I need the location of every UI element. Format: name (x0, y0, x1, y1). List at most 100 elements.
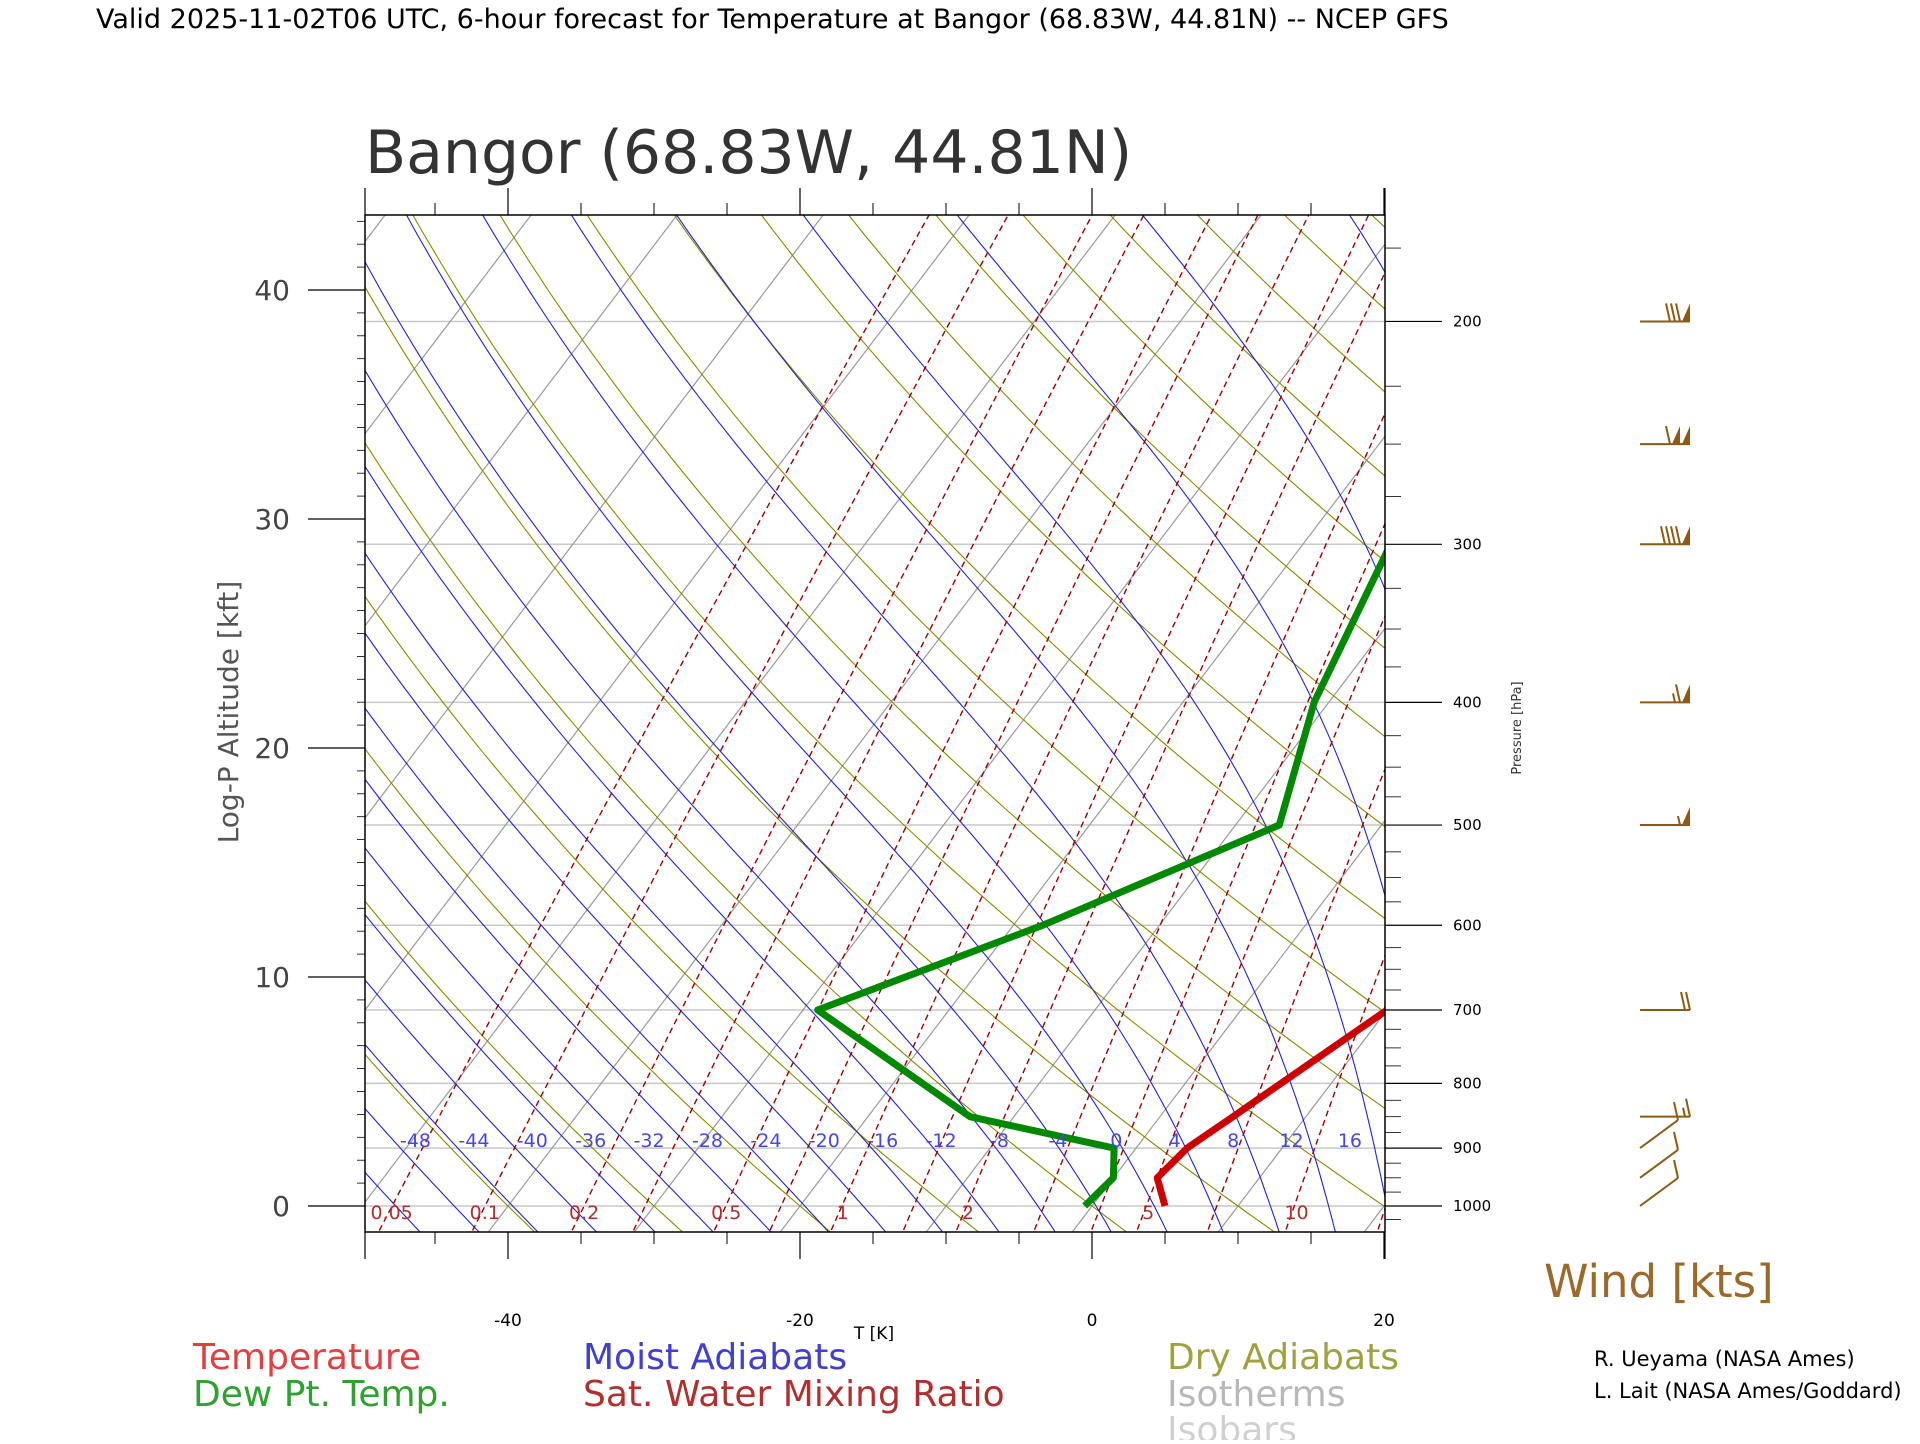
plot-title: Bangor (68.83W, 44.81N) (365, 118, 1132, 188)
moist-adiabat (365, 260, 1112, 1232)
wind-barb-pennant (1682, 807, 1690, 826)
moist-adiabat (365, 778, 772, 1232)
mixing-ratio-line (1135, 614, 1385, 1232)
dry-adiabat (1612, 125, 1920, 1248)
left-axis-label: Log-P Altitude [kft] (212, 581, 245, 844)
wind-barb (1639, 1101, 1679, 1149)
mixing-ratio-line (1538, 125, 1920, 1248)
wind-barb-feather (1673, 1159, 1679, 1179)
legend-isobars: Isobars (1167, 1410, 1297, 1440)
moist-adiabat (365, 1107, 480, 1232)
wind-barb-staff (1639, 1149, 1679, 1179)
wind-barb-feather (1660, 526, 1666, 545)
wind-barb-feather (1685, 1098, 1691, 1117)
wind-barb-pennant (1672, 426, 1680, 445)
moist-adiabat (802, 215, 1385, 1200)
mixing-ratio-line (570, 215, 1093, 1232)
mixing-ratio-line (1284, 953, 1385, 1232)
moist-adiabat-label: -36 (575, 1130, 606, 1152)
mixing-ratio-line (1206, 767, 1385, 1232)
bottom-axis-label: T [K] (853, 1324, 894, 1344)
wind-barb-pennant (1682, 684, 1690, 703)
right-tick-label: 700 (1453, 1001, 1482, 1019)
isotherm-line (365, 215, 1116, 1204)
wind-barb-staff (1639, 1119, 1679, 1149)
mixing-ratio-line (1440, 125, 1847, 1248)
moist-adiabat-label: -24 (750, 1130, 781, 1152)
isotherm-line (1363, 1203, 1385, 1232)
moist-adiabat-label: -48 (400, 1130, 431, 1152)
mixing-ratio-label: 2 (962, 1202, 974, 1224)
wind-barb (1640, 807, 1690, 827)
moist-adiabat (365, 369, 1056, 1232)
wind-barb-feather (1675, 303, 1681, 322)
moist-adiabat (1141, 215, 1385, 591)
moist-adiabat-label: -28 (692, 1130, 723, 1152)
dry-adiabat (1862, 125, 1920, 1248)
bottom-tick-label: 20 (1373, 1311, 1395, 1331)
legend-isotherms: Isotherms (1167, 1374, 1345, 1415)
wind-barb (1640, 684, 1690, 704)
dry-adiabat (365, 595, 980, 1232)
wind-barb-staff (1639, 1177, 1679, 1207)
right-tick-label: 400 (1453, 693, 1482, 711)
wind-barb (1639, 1131, 1679, 1179)
moist-adiabat-label: -40 (517, 1130, 548, 1152)
mixing-ratio-line (632, 215, 1145, 1232)
dry-adiabat (365, 900, 684, 1232)
wind-barb-feather (1675, 526, 1681, 545)
dry-adiabat (365, 285, 1276, 1232)
mixing-ratio-line (471, 215, 1009, 1232)
plot-frame (364, 214, 1386, 1233)
mixing-ratio-label: 0.1 (470, 1202, 500, 1224)
dry-adiabat (499, 215, 1385, 1110)
isotherm-line (487, 215, 1262, 1232)
right-tick-label: 300 (1453, 535, 1482, 553)
moist-adiabat-label: 4 (1169, 1130, 1181, 1152)
moist-adiabat-label: -20 (809, 1130, 840, 1152)
wind-barb-pennant (1682, 303, 1690, 322)
right-tick-label: 1000 (1453, 1197, 1491, 1215)
dewpoint-profile (814, 547, 1385, 1209)
mixing-ratio-label: 5 (1142, 1202, 1154, 1224)
moist-adiabat (365, 979, 598, 1232)
legend-wind: Wind [kts] (1544, 1255, 1774, 1308)
moist-adiabat (570, 215, 1280, 1232)
moist-adiabat-label: 8 (1227, 1130, 1239, 1152)
isotherm-line (365, 215, 678, 627)
moist-adiabat (405, 215, 1168, 1232)
mixing-ratio-line (1376, 1206, 1385, 1232)
moist-adiabat-label: 12 (1279, 1130, 1303, 1152)
mixing-ratio-line (1032, 411, 1385, 1232)
temperature-profile (1153, 1003, 1385, 1207)
left-tick-label: 30 (254, 503, 290, 536)
mixing-ratio-line (768, 215, 1259, 1232)
isotherm-line (1644, 125, 1920, 1248)
isotherm-line (0, 125, 161, 1248)
left-tick-label: 40 (254, 274, 290, 307)
dry-adiabat (1283, 215, 1385, 310)
moist-adiabat (481, 215, 1224, 1232)
dry-adiabat (1022, 215, 1385, 563)
isotherm-line (1217, 1011, 1385, 1232)
dry-adiabat (935, 215, 1385, 649)
right-tick-label: 600 (1453, 916, 1482, 934)
isotherm-line (365, 215, 532, 435)
bottom-tick-label: -20 (786, 1311, 814, 1331)
right-tick-label: 500 (1453, 816, 1482, 834)
moist-adiabat-label: -32 (634, 1130, 665, 1152)
legend-moist-adiabats: Moist Adiabats (583, 1337, 847, 1378)
legend-temperature: Temperature (192, 1337, 421, 1378)
mixing-ratio-line (1090, 522, 1385, 1232)
bottom-tick-label: 0 (1087, 1311, 1098, 1331)
moist-adiabat-label: -8 (990, 1130, 1009, 1152)
moist-adiabat (365, 552, 944, 1232)
mixing-ratio-line (955, 270, 1385, 1232)
mixing-ratio-line (901, 215, 1370, 1232)
isotherm-line (779, 435, 1385, 1232)
moist-adiabat-label: -44 (458, 1130, 489, 1152)
moist-adiabat (365, 632, 887, 1232)
dry-adiabat (847, 215, 1385, 738)
